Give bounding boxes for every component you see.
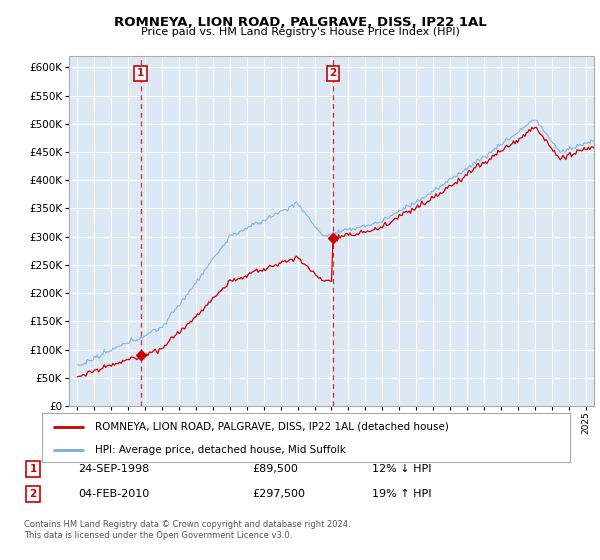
Text: £297,500: £297,500 <box>252 489 305 499</box>
Text: 12% ↓ HPI: 12% ↓ HPI <box>372 464 431 474</box>
Text: 19% ↑ HPI: 19% ↑ HPI <box>372 489 431 499</box>
Text: Contains HM Land Registry data © Crown copyright and database right 2024.
This d: Contains HM Land Registry data © Crown c… <box>24 520 350 540</box>
Text: 1: 1 <box>137 68 144 78</box>
Text: Price paid vs. HM Land Registry's House Price Index (HPI): Price paid vs. HM Land Registry's House … <box>140 27 460 37</box>
Text: 2: 2 <box>29 489 37 499</box>
Text: ROMNEYA, LION ROAD, PALGRAVE, DISS, IP22 1AL (detached house): ROMNEYA, LION ROAD, PALGRAVE, DISS, IP22… <box>95 422 449 432</box>
Text: £89,500: £89,500 <box>252 464 298 474</box>
Text: 04-FEB-2010: 04-FEB-2010 <box>78 489 149 499</box>
Text: HPI: Average price, detached house, Mid Suffolk: HPI: Average price, detached house, Mid … <box>95 445 346 455</box>
Text: 2: 2 <box>329 68 337 78</box>
Text: 1: 1 <box>29 464 37 474</box>
Text: ROMNEYA, LION ROAD, PALGRAVE, DISS, IP22 1AL: ROMNEYA, LION ROAD, PALGRAVE, DISS, IP22… <box>113 16 487 29</box>
Text: 24-SEP-1998: 24-SEP-1998 <box>78 464 149 474</box>
